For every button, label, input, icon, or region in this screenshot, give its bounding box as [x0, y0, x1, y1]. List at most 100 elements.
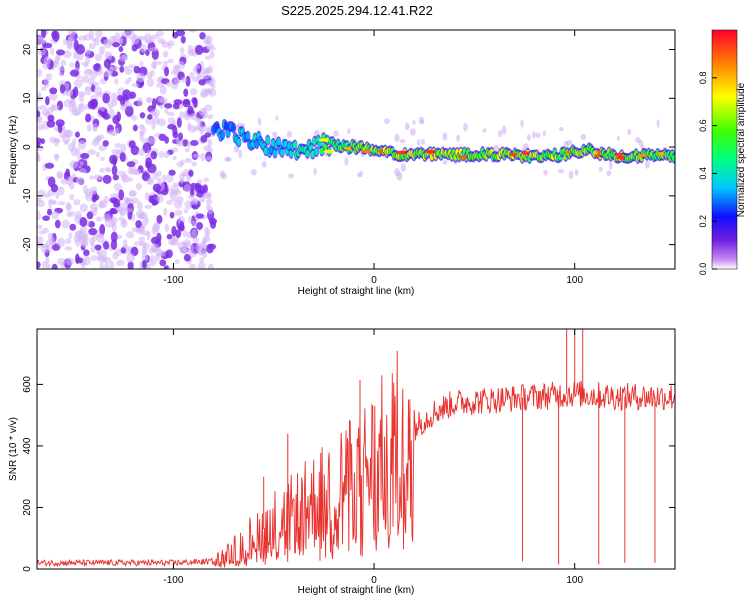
noise-speckle — [163, 207, 168, 217]
noise-speckle — [187, 105, 194, 116]
noise-speckle — [202, 184, 208, 194]
noise-speckle — [64, 246, 73, 251]
noise-speckle — [202, 67, 210, 76]
noise-speckle — [158, 150, 164, 159]
noise-speckle — [166, 233, 173, 240]
noise-speckle — [183, 253, 191, 262]
noise-speckle — [70, 98, 76, 108]
noise-speckle — [75, 176, 85, 185]
heatmap-y-tick-label: -10 — [22, 188, 33, 203]
noise-speckle — [404, 122, 410, 131]
noise-speckle — [149, 259, 157, 267]
noise-speckle — [135, 220, 142, 228]
noise-speckle — [111, 164, 118, 176]
noise-speckle — [136, 72, 146, 83]
noise-speckle — [87, 149, 96, 156]
noise-speckle — [144, 217, 149, 226]
noise-speckle — [196, 221, 203, 230]
noise-speckle — [155, 60, 163, 65]
noise-speckle — [66, 202, 71, 210]
noise-speckle — [57, 123, 63, 133]
noise-speckle — [113, 201, 121, 208]
noise-speckle — [85, 113, 92, 123]
noise-speckle — [37, 236, 44, 245]
noise-speckle — [127, 77, 132, 82]
noise-speckle — [205, 80, 214, 86]
noise-speckle — [80, 225, 87, 234]
noise-speckle — [37, 36, 43, 45]
noise-speckle — [146, 77, 155, 88]
noise-speckle — [203, 88, 213, 95]
noise-speckle — [128, 91, 136, 99]
noise-speckle — [139, 112, 146, 119]
noise-speckle — [94, 53, 103, 62]
noise-speckle — [37, 195, 42, 203]
noise-speckle — [78, 93, 85, 103]
noise-speckle — [543, 169, 548, 176]
noise-speckle — [84, 48, 92, 55]
snr-x-label: Height of straight line (km) — [298, 585, 415, 596]
trace-cell — [265, 136, 270, 144]
noise-speckle — [172, 155, 177, 161]
noise-speckle — [100, 156, 105, 162]
noise-speckle — [137, 148, 146, 156]
colorbar-tick-label: 0.4 — [698, 167, 708, 180]
noise-speckle — [187, 49, 195, 56]
heatmap-frame — [36, 29, 676, 270]
noise-speckle — [156, 232, 162, 243]
noise-speckle — [55, 192, 60, 199]
noise-speckle — [132, 197, 139, 204]
noise-speckle — [86, 124, 92, 132]
noise-speckle — [205, 204, 211, 211]
noise-speckle — [165, 249, 173, 259]
noise-speckle — [145, 157, 153, 167]
noise-speckle — [126, 161, 136, 168]
heatmap-x-tick-label: -100 — [163, 275, 183, 286]
noise-speckle — [121, 174, 130, 184]
noise-speckle — [187, 122, 192, 131]
noise-speckle — [67, 142, 76, 152]
noise-speckle — [142, 242, 150, 250]
noise-speckle — [37, 137, 42, 145]
noise-speckles — [37, 30, 668, 269]
noise-speckle — [95, 216, 103, 222]
noise-speckle — [88, 228, 98, 236]
noise-speckle — [49, 87, 58, 95]
noise-speckle — [56, 170, 64, 179]
noise-speckle — [175, 229, 182, 238]
noise-speckle — [54, 153, 59, 162]
noise-speckle — [72, 86, 79, 98]
noise-speckle — [181, 76, 188, 83]
noise-speckle — [147, 135, 156, 145]
noise-speckle — [127, 261, 134, 269]
noise-speckle — [198, 71, 204, 78]
noise-speckle — [99, 262, 104, 269]
noise-speckle — [131, 44, 138, 52]
noise-speckle — [203, 192, 212, 199]
noise-speckle — [51, 210, 59, 220]
noise-speckle — [165, 173, 174, 183]
noise-speckle — [204, 104, 213, 112]
noise-speckle — [46, 119, 56, 128]
noise-speckle — [456, 134, 461, 142]
noise-speckle — [145, 97, 153, 103]
trace-cell — [305, 150, 310, 158]
noise-speckle — [74, 131, 80, 138]
noise-speckle — [73, 78, 83, 89]
noise-speckle — [112, 174, 119, 181]
noise-speckle — [179, 46, 185, 55]
noise-speckle — [98, 46, 106, 53]
noise-speckle — [80, 75, 90, 84]
noise-speckle — [200, 152, 206, 162]
noise-speckle — [99, 167, 105, 174]
noise-speckle — [112, 41, 120, 48]
noise-speckle — [89, 71, 98, 80]
noise-speckle — [119, 65, 125, 73]
noise-speckle — [37, 224, 43, 230]
noise-speckle — [206, 243, 214, 254]
noise-speckle — [113, 182, 122, 192]
noise-speckle — [58, 201, 66, 206]
noise-speckle — [62, 39, 68, 45]
noise-speckle — [151, 121, 156, 130]
noise-speckle — [201, 250, 208, 259]
